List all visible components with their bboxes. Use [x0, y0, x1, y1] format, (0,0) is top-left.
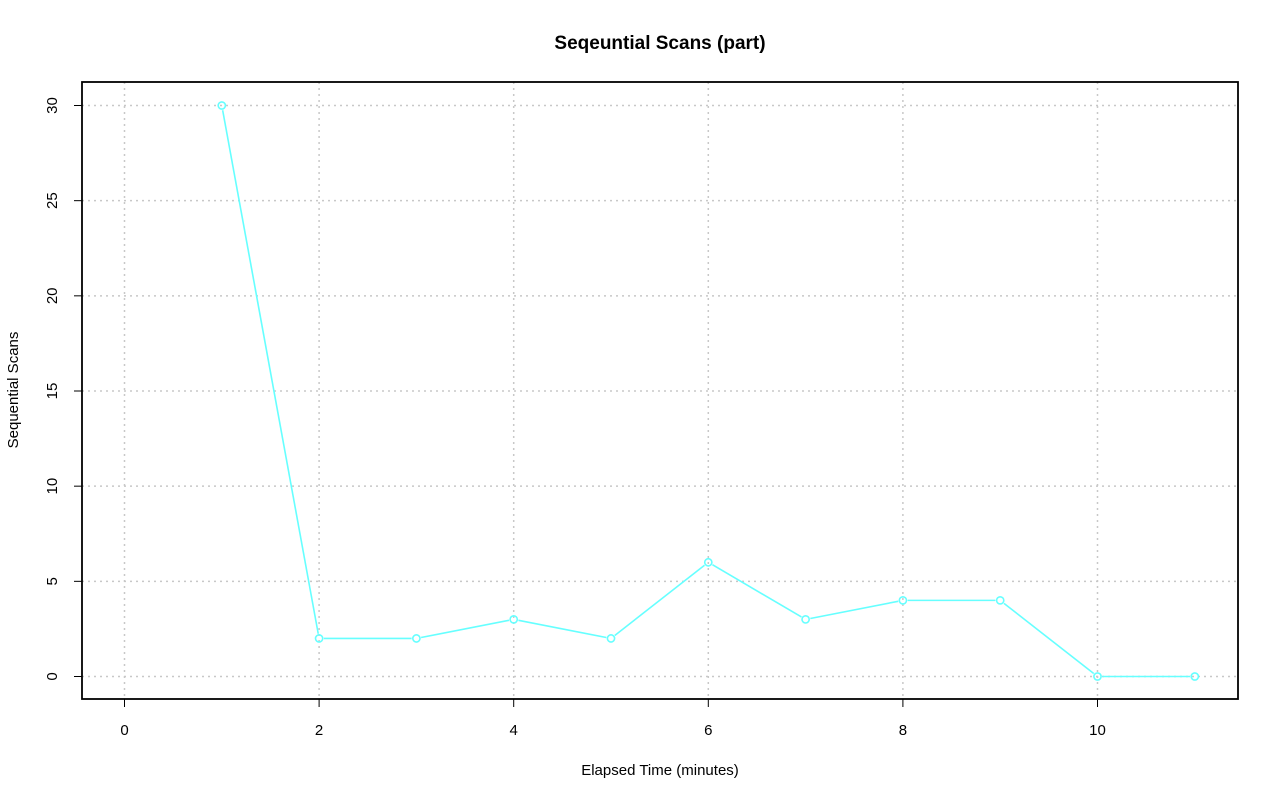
x-tick-label: 8 — [899, 722, 907, 739]
data-point — [898, 595, 908, 605]
x-tick-label: 4 — [510, 722, 518, 739]
y-tick-label: 25 — [44, 192, 61, 209]
chart-title: Seqeuntial Scans (part) — [554, 33, 765, 54]
grid — [82, 82, 1238, 699]
y-axis: 0 5 10 15 20 25 30 — [44, 97, 83, 681]
data-point — [509, 615, 519, 624]
data-point — [606, 634, 616, 643]
x-tick-label: 6 — [704, 722, 712, 739]
y-tick-label: 30 — [44, 97, 61, 114]
x-tick-label: 10 — [1089, 722, 1106, 739]
series-line-segment — [420, 619, 510, 639]
x-tick-label: 2 — [315, 722, 323, 739]
data-point — [703, 557, 713, 567]
x-tick-label: 0 — [120, 722, 128, 739]
data-point — [1093, 672, 1102, 681]
series-line-segment — [1003, 602, 1095, 675]
data-point — [217, 101, 227, 110]
series-layer — [217, 101, 1200, 681]
series-line-segment — [518, 619, 607, 639]
y-tick-label: 10 — [44, 478, 61, 495]
y-tick-label: 20 — [44, 287, 61, 304]
y-tick-label: 5 — [44, 577, 61, 585]
data-point — [411, 634, 421, 643]
data-point — [801, 615, 810, 624]
series-line-segment — [810, 600, 899, 620]
series-line-segment — [614, 564, 706, 637]
series-line-segment — [221, 110, 320, 634]
y-tick-label: 15 — [44, 383, 61, 400]
data-point — [1190, 672, 1200, 681]
data-point — [995, 595, 1005, 605]
series-line-segment — [712, 564, 802, 618]
data-point — [314, 634, 324, 643]
x-axis-label: Elapsed Time (minutes) — [581, 762, 739, 779]
x-axis: 0 2 4 6 8 10 — [120, 698, 1106, 739]
y-axis-label: Sequential Scans — [5, 332, 22, 449]
y-tick-label: 0 — [44, 672, 61, 680]
